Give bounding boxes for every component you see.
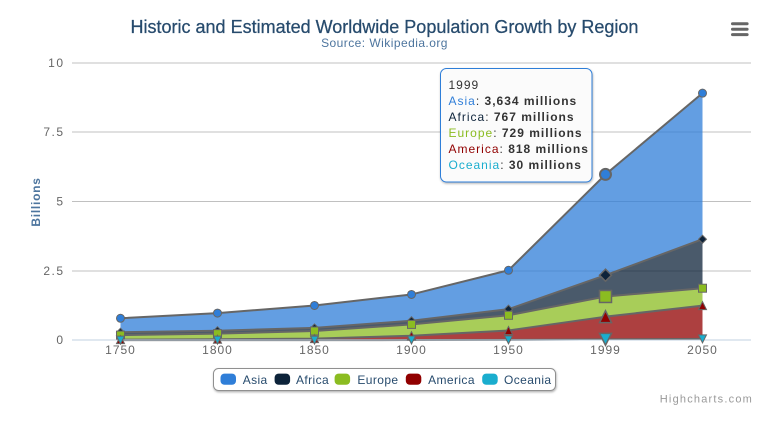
- svg-text:America: America: [428, 373, 475, 387]
- svg-text:1750: 1750: [105, 343, 136, 357]
- svg-text:7.5: 7.5: [43, 125, 64, 139]
- svg-text:Source: Wikipedia.org: Source: Wikipedia.org: [321, 36, 448, 50]
- svg-text:Highcharts.com: Highcharts.com: [660, 394, 753, 406]
- svg-text:1950: 1950: [493, 343, 524, 357]
- svg-text:1999: 1999: [449, 78, 480, 92]
- svg-text:Asia: 3,634 millions: Asia: 3,634 millions: [449, 94, 578, 108]
- svg-text:1999: 1999: [590, 343, 621, 357]
- svg-text:Billions: Billions: [29, 177, 43, 226]
- svg-text:1900: 1900: [396, 343, 427, 357]
- svg-text:1800: 1800: [202, 343, 233, 357]
- svg-text:Historic and Estimated Worldwi: Historic and Estimated Worldwide Populat…: [131, 17, 639, 37]
- svg-text:Oceania: 30 millions: Oceania: 30 millions: [449, 158, 582, 172]
- svg-text:2.5: 2.5: [43, 264, 64, 278]
- svg-text:Asia: Asia: [243, 373, 268, 387]
- svg-text:America: 818 millions: America: 818 millions: [449, 142, 589, 156]
- svg-text:0: 0: [56, 333, 64, 347]
- svg-text:Europe: Europe: [357, 373, 398, 387]
- svg-text:1850: 1850: [299, 343, 330, 357]
- svg-text:Oceania: Oceania: [504, 373, 552, 387]
- svg-text:Europe: 729 millions: Europe: 729 millions: [449, 126, 583, 140]
- svg-text:Africa: Africa: [296, 373, 329, 387]
- svg-text:10: 10: [48, 56, 64, 70]
- svg-text:Africa: 767 millions: Africa: 767 millions: [449, 110, 575, 124]
- svg-text:5: 5: [56, 195, 64, 209]
- svg-text:2050: 2050: [687, 343, 718, 357]
